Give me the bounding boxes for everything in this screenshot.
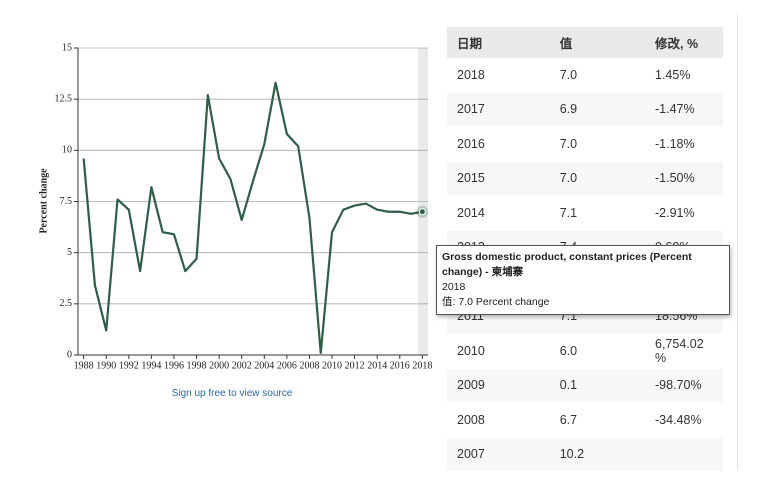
- table-row: 2018 7.0 1.45%: [447, 58, 723, 93]
- x-tick-label: 2018: [412, 360, 432, 371]
- y-axis-label: Percent change: [38, 168, 49, 234]
- x-tick-label: 2012: [345, 360, 365, 371]
- table-cell: 7.0: [549, 58, 645, 93]
- table-cell: -98.70%: [645, 368, 723, 403]
- hover-point: [418, 208, 426, 216]
- x-tick-label: 1992: [119, 360, 139, 371]
- table-cell: 7.1: [549, 195, 645, 231]
- y-tick-label: 7.5: [60, 196, 73, 207]
- table-cell: 10.2: [549, 437, 645, 472]
- table-cell: 6.7: [549, 402, 645, 438]
- scrollbar: [737, 14, 738, 469]
- table-cell: 1.45%: [645, 58, 723, 93]
- table-cell: 6.9: [549, 92, 645, 127]
- table-cell: 2014: [447, 195, 550, 231]
- x-tick-label: 1988: [74, 360, 94, 371]
- table-cell: -1.18%: [645, 126, 723, 162]
- x-tick-label: 1996: [164, 360, 184, 371]
- x-tick-label: 2010: [322, 360, 342, 371]
- tooltip-value: 值: 7.0 Percent change: [442, 296, 550, 308]
- table-row: 2014 7.1 -2.91%: [447, 195, 723, 231]
- x-tick-label: 1998: [187, 360, 207, 371]
- y-tick-label: 15: [62, 42, 72, 53]
- table-cell: 2008: [447, 402, 550, 438]
- x-tick-label: 2002: [232, 360, 252, 371]
- line: [82, 81, 423, 355]
- table-cell: 2017: [447, 92, 550, 127]
- tooltip-title: Gross domestic product, constant prices …: [442, 251, 692, 278]
- x-tick-label: 2004: [254, 360, 274, 371]
- table-row: 2017 6.9 -1.47%: [447, 92, 723, 127]
- x-tick-label: 2008: [299, 360, 319, 371]
- table-row: 2010 6.0 6,754.02 %: [447, 333, 723, 369]
- x-tick-label: 2014: [367, 360, 387, 371]
- table-cell: 2015: [447, 161, 550, 196]
- table-cell: 7.0: [549, 161, 645, 196]
- table-cell: 2007: [447, 437, 550, 472]
- x-tick-label: 2006: [277, 360, 297, 371]
- table-row: 2008 6.7 -34.48%: [447, 402, 723, 438]
- table-header: 日期 值 修改, %: [447, 27, 723, 58]
- table-cell: 6,754.02 %: [645, 333, 723, 369]
- table-cell: 0.1: [549, 368, 645, 403]
- x-tick-label: 2016: [390, 360, 410, 371]
- y-tick-label: 12.5: [55, 93, 73, 104]
- y-tick-label: 10: [62, 145, 72, 156]
- header-cell: 修改, %: [645, 27, 723, 58]
- table-cell: 2018: [447, 58, 550, 93]
- data-table: 日期 值 修改, % 2018 7.0 1.45% 2017 6.9 -1.47% 2016…: [447, 27, 723, 472]
- table-cell: -1.50%: [645, 161, 723, 196]
- table-row: 2016 7.0 -1.18%: [447, 126, 723, 162]
- tooltip: Gross domestic product, constant prices …: [436, 245, 730, 315]
- y-tick-label: 2.5: [60, 298, 73, 309]
- tooltip-year: 2018: [442, 281, 466, 293]
- table-row: 2009 0.1 -98.70%: [447, 368, 723, 403]
- table-row: 2015 7.0 -1.50%: [447, 161, 723, 196]
- table-cell: 2016: [447, 126, 550, 162]
- x-tick-label: 2000: [209, 360, 229, 371]
- table-row: 2007 10.2: [447, 437, 723, 472]
- table-cell: [645, 437, 723, 472]
- y-tick-label: 5: [67, 247, 72, 258]
- source-link[interactable]: Sign up free to view source: [171, 388, 293, 399]
- y-tick-label: 0: [67, 349, 72, 360]
- header-cell: 值: [549, 27, 645, 58]
- table-cell: -1.47%: [645, 92, 723, 127]
- table-cell: 2009: [447, 368, 550, 403]
- header-cell: 日期: [447, 27, 550, 58]
- table-cell: -34.48%: [645, 402, 723, 438]
- x-tick-label: 1994: [141, 360, 161, 371]
- x-tick-label: 1990: [96, 360, 116, 371]
- table-cell: 7.0: [549, 126, 645, 162]
- table-cell: 6.0: [549, 333, 645, 369]
- table-cell: 2010: [447, 333, 550, 369]
- table-cell: -2.91%: [645, 195, 723, 231]
